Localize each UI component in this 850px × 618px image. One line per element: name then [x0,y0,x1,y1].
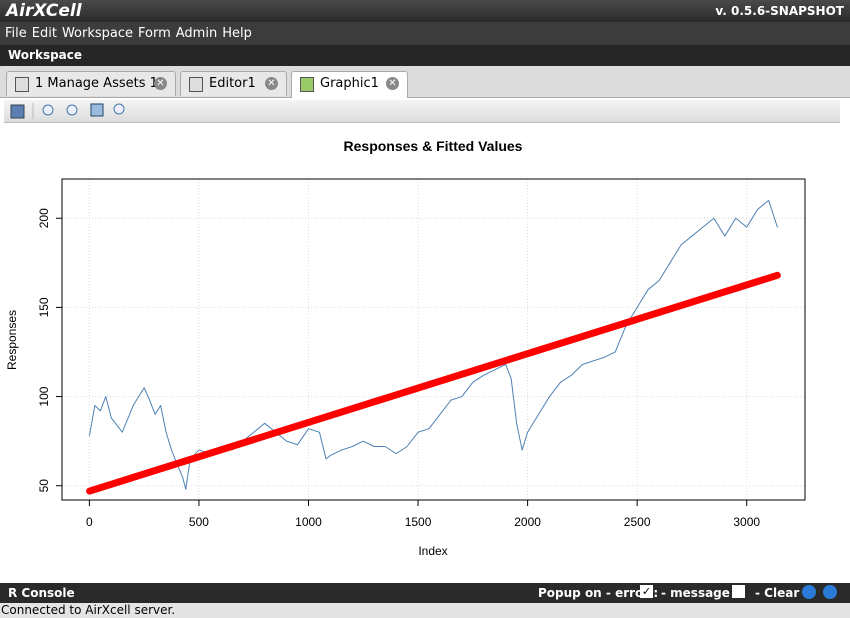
y-tick-label: 150 [37,297,51,317]
popup-error-label: Popup on - error : [538,586,659,600]
x-tick-label: 500 [189,515,209,529]
tab[interactable]: Editor1 ✕ [180,71,287,96]
menu-item[interactable]: File [5,26,27,41]
scroll-up[interactable] [802,585,816,599]
menu-item[interactable]: Edit [31,26,57,41]
zoom-reset-icon[interactable] [113,103,125,115]
x-tick-label: 3000 [733,515,760,529]
plot-frame [61,178,806,501]
menu-bar: File Edit Workspace Form Admin Help [0,22,850,45]
chart-title: Responses & Fitted Values [344,138,523,154]
logo: AirXCell [6,1,82,21]
y-tick-label: 200 [37,208,51,228]
menu-item[interactable]: Help [222,26,252,41]
workspace-title: Workspace [8,48,83,62]
tab-label: Graphic1 [320,76,379,91]
chart: Responses & Fitted Values Index Response… [5,138,806,558]
menu-item[interactable]: Admin [175,26,218,41]
tab-label: Editor1 [209,76,256,91]
popup-message-label: - message : [661,586,739,600]
workspace-header: Workspace [0,45,850,66]
toolbar-icons [10,103,125,119]
scroll-down[interactable] [823,585,837,599]
status-bar: Connected to AirXcell server. [0,603,850,618]
title-bar: AirXCell v. 0.5.6-SNAPSHOT [0,0,850,22]
x-tick-label: 0 [86,515,93,529]
data-line [88,199,778,490]
y-tick-label: 100 [37,386,51,406]
x-axis-label: Index [418,544,447,558]
version: v. 0.5.6-SNAPSHOT [715,4,844,18]
tab-label: 1 Manage Assets 1 [35,76,158,91]
tab[interactable]: Graphic1 ✕ [291,71,408,98]
status-text: Connected to AirXcell server. [1,603,176,617]
clear-button[interactable]: - Clear [755,586,800,600]
tab-bar: 1 Manage Assets 1 ✕ Editor1 ✕ Graphic1 ✕ [0,66,850,98]
zoom-in-icon[interactable] [42,104,54,116]
fit-icon[interactable] [90,103,104,117]
save-icon[interactable] [10,104,25,119]
menu-item[interactable]: Form [138,26,171,41]
x-tick-label: 2000 [514,515,541,529]
tab[interactable]: 1 Manage Assets 1 ✕ [6,71,176,96]
menu-item[interactable]: Workspace [61,26,134,41]
x-tick-label: 1500 [405,515,432,529]
console-bar: R Console Popup on - error : ✓ - message… [0,583,850,603]
message-checkbox[interactable] [732,585,745,598]
x-tick-label: 1000 [295,515,322,529]
zoom-out-icon[interactable] [66,104,78,116]
toolbar [4,100,840,123]
x-tick-label: 2500 [624,515,651,529]
y-tick-label: 50 [37,479,51,493]
error-checkbox[interactable]: ✓ [640,585,653,598]
data-line [86,271,781,495]
y-axis-label: Responses [5,310,19,370]
console-title: R Console [8,586,75,600]
